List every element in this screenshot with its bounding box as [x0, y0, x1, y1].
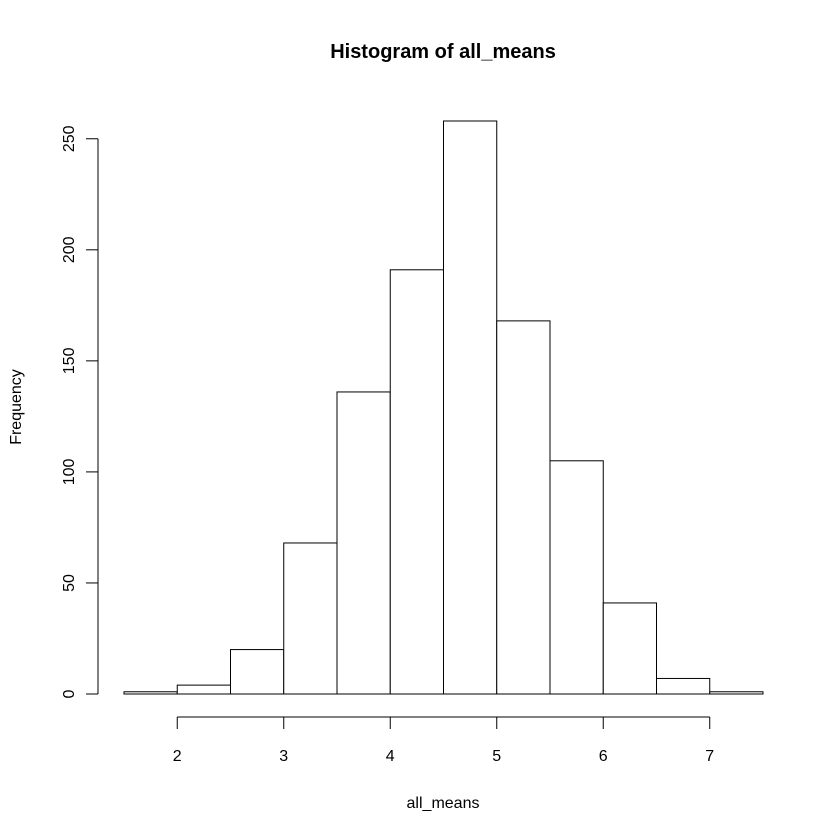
x-tick-label: 6: [599, 748, 608, 765]
y-tick-label: 250: [61, 125, 78, 152]
x-tick-label: 4: [386, 748, 395, 765]
bars-group: [123, 120, 764, 695]
x-tick-label: 2: [173, 748, 182, 765]
histogram-bar: [176, 684, 231, 695]
x-axis: 2 3 4 5 6 7: [173, 716, 714, 765]
histogram-bar: [549, 460, 604, 695]
y-tick-label: 150: [61, 347, 78, 374]
y-axis-label: Frequency: [8, 369, 25, 445]
histogram-bar: [496, 320, 551, 695]
histogram-bar: [283, 542, 338, 695]
y-tick-label: 100: [61, 458, 78, 485]
x-tick-label: 3: [279, 748, 288, 765]
x-tick-label: 7: [705, 748, 714, 765]
y-tick-label: 50: [61, 574, 78, 592]
y-axis: 0 50 100 150 200 250: [61, 125, 99, 698]
y-tick-label: 200: [61, 236, 78, 263]
x-axis-label: all_means: [407, 795, 480, 812]
x-tick-label: 5: [492, 748, 501, 765]
histogram-bar: [443, 120, 498, 695]
histogram-bar: [389, 269, 444, 695]
histogram-bar: [602, 602, 657, 695]
histogram-bar: [230, 649, 285, 695]
y-tick-label: 0: [61, 689, 78, 698]
chart-title: Histogram of all_means: [330, 41, 556, 63]
histogram-bar: [336, 391, 391, 695]
histogram-bar: [656, 677, 711, 695]
histogram-bar: [123, 691, 178, 695]
histogram-bar: [709, 691, 764, 695]
